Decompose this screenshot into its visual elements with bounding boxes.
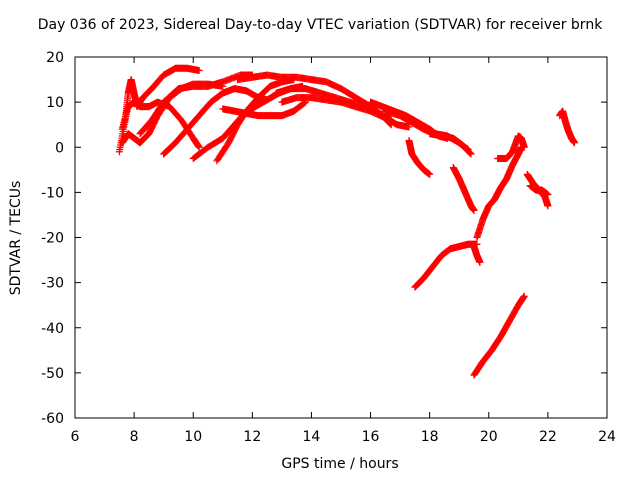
data-point [466,149,474,157]
x-tick-label: 18 [421,429,439,445]
y-tick-label: -40 [41,321,64,337]
series-track-13 [381,107,472,154]
y-tick-label: -10 [41,185,64,201]
y-tick-label: 20 [46,50,64,66]
data-point [466,149,474,157]
y-axis-label: SDTVAR / TECUs [8,180,24,296]
x-tick-label: 20 [480,429,498,445]
x-tick-label: 12 [243,429,261,445]
data-point [470,206,478,214]
data-point [570,139,578,147]
series-track-8 [219,98,310,120]
data-point [426,170,434,178]
data-point [520,292,528,300]
data-point [476,258,484,266]
series-track-17 [411,240,481,291]
y-tick-label: 0 [55,140,64,156]
series-track-22 [526,182,552,199]
y-tick-label: -50 [41,366,64,382]
series-track-1 [115,64,203,156]
series-track-19 [470,243,484,266]
series-track-16 [449,164,478,214]
series-track-23 [556,107,578,147]
x-tick-label: 24 [598,429,616,445]
x-tick-label: 8 [130,429,139,445]
y-tick-label: 10 [46,95,64,111]
x-axis-label: GPS time / hours [281,456,399,472]
x-tick-label: 14 [303,429,321,445]
chart-title: Day 036 of 2023, Sidereal Day-to-day VTE… [37,17,603,33]
data-point [520,143,528,151]
plot-frame [74,56,608,419]
series-track-18 [473,143,525,241]
data-point [467,150,475,158]
y-tick-label: -60 [41,411,64,427]
series-track-2 [118,98,203,151]
series-track-14 [426,130,475,158]
data-point [195,67,203,75]
data-point [195,143,203,151]
data-point [544,191,552,199]
tick-labels: 6 8 10 12 14 16 18 20 22 24 20 10 0 -10 -20 -30 -40 -50 -6… [41,50,616,445]
series-track-20 [494,132,528,163]
y-tick-label: -30 [41,276,64,292]
x-tick-label: 6 [71,429,80,445]
data-point [544,202,552,210]
y-tick-label: -20 [41,231,64,247]
series-track-15 [405,136,434,178]
data-points [115,64,578,379]
x-tick-label: 22 [539,429,557,445]
data-point [405,123,413,131]
x-tick-label: 10 [184,429,202,445]
series-track-24 [470,292,528,379]
series-track-11 [278,94,413,131]
x-tick-label: 16 [362,429,380,445]
